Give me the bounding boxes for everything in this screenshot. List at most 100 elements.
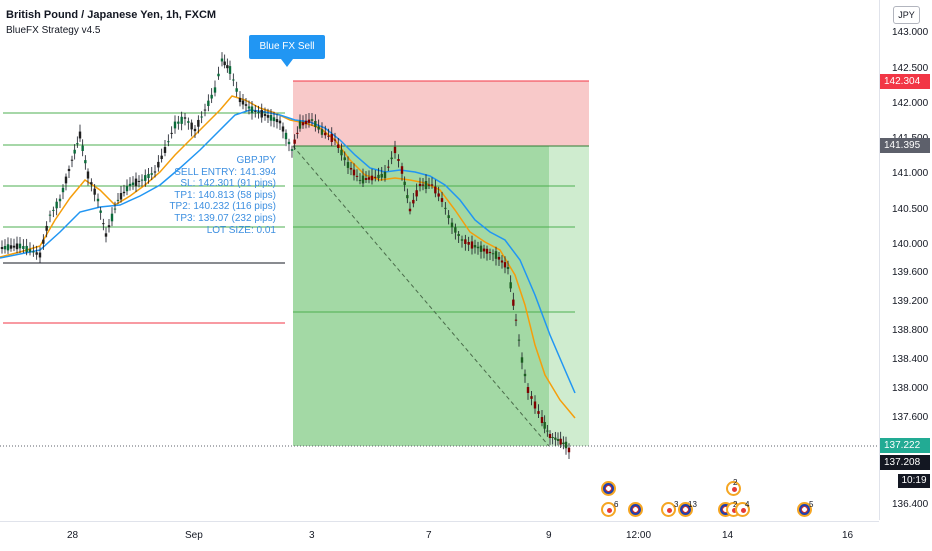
candle-body: [415, 190, 418, 197]
candle-body: [523, 373, 527, 377]
uk-flag-event-icon[interactable]: [601, 481, 616, 496]
candle-body: [314, 120, 317, 128]
time-tick: 12:00: [626, 530, 652, 541]
candlestick-series: [0, 52, 571, 459]
candle-body: [213, 87, 217, 93]
price-tick: 138.400: [892, 354, 929, 365]
uk-flag-event-icon[interactable]: [797, 502, 812, 517]
event-count: 5: [809, 500, 814, 509]
candle-body: [200, 116, 203, 118]
candle-body: [153, 171, 157, 173]
sell-signal-tag: Blue FX Sell: [249, 35, 325, 67]
candle-body: [476, 246, 480, 249]
candle-body: [526, 387, 530, 393]
candle-body: [45, 225, 48, 231]
candle-body: [210, 94, 213, 99]
price-tick: 142.500: [892, 63, 929, 74]
candle-body: [272, 117, 276, 122]
candle-body: [284, 132, 288, 140]
candle-body: [35, 252, 38, 255]
candle-body: [421, 184, 425, 186]
candle-body: [48, 214, 52, 216]
candle-body: [150, 173, 153, 175]
candle-body: [18, 243, 22, 249]
candle-body: [170, 132, 173, 134]
candle-body: [278, 120, 282, 124]
price-tick: 140.000: [892, 239, 929, 250]
candle-body: [207, 100, 210, 106]
candle-body: [482, 248, 486, 252]
candle-body: [38, 252, 42, 258]
candle-body: [320, 129, 324, 135]
candle-body: [125, 186, 129, 192]
price-tick: 140.500: [892, 204, 929, 215]
price-tick: 138.000: [892, 383, 929, 394]
candle-body: [412, 199, 415, 204]
price-tick: 141.000: [892, 168, 929, 179]
candle-body: [9, 245, 13, 249]
candle-body: [96, 198, 100, 202]
candle-body: [217, 73, 220, 77]
candle-body: [361, 175, 365, 184]
time-tick: 16: [842, 530, 854, 541]
candle-body: [263, 114, 267, 116]
candle-body: [460, 239, 464, 241]
event-dot-icon[interactable]: [735, 502, 750, 517]
candle-body: [173, 121, 177, 129]
candle-body: [551, 437, 554, 439]
candle-body: [434, 186, 437, 194]
candle-body: [137, 180, 141, 182]
event-dot-icon[interactable]: [601, 502, 616, 517]
candle-body: [78, 131, 82, 139]
time-tick: 14: [722, 530, 734, 541]
candle-body: [397, 159, 400, 161]
event-dot-icon[interactable]: [661, 502, 676, 517]
indicator-name[interactable]: BlueFX Strategy v4.5: [6, 25, 101, 36]
candle-body: [479, 245, 483, 252]
candle-body: [287, 141, 291, 145]
candle-body: [140, 179, 144, 181]
candle-body: [440, 198, 444, 202]
candle-body: [349, 167, 353, 170]
trade-lot: LOT SIZE: 0.01: [206, 224, 276, 236]
candle-body: [266, 115, 270, 118]
uk-flag-event-icon[interactable]: [678, 502, 693, 517]
candle-body: [514, 319, 518, 321]
time-tick: 9: [546, 530, 552, 541]
currency-button[interactable]: JPY: [893, 6, 920, 24]
candle-body: [187, 121, 190, 123]
candle-body: [559, 438, 562, 445]
candle-body: [488, 251, 492, 254]
candle-body: [301, 122, 305, 126]
candle-body: [254, 110, 257, 112]
candle-body: [554, 437, 557, 440]
candle-body: [163, 147, 167, 153]
candle-body: [275, 119, 279, 123]
candle-body: [90, 182, 93, 185]
candle-body: [340, 149, 343, 156]
candle-body: [64, 176, 68, 184]
trade-tp2: TP2: 140.232 (116 pips): [169, 201, 276, 213]
candle-body: [317, 126, 320, 130]
candle-body: [102, 223, 105, 225]
candle-body: [408, 208, 412, 212]
candle-body: [333, 139, 337, 141]
time-axis[interactable]: [0, 521, 879, 551]
event-dot-icon[interactable]: [726, 481, 741, 496]
price-tick: 136.400: [892, 499, 929, 510]
candle-body: [567, 447, 571, 453]
candle-body: [548, 433, 552, 439]
candle-body: [131, 182, 135, 185]
candle-body: [107, 225, 111, 228]
candle-body: [93, 188, 96, 195]
candle-body: [247, 106, 251, 109]
price-tick: 139.200: [892, 296, 929, 307]
candle-body: [122, 191, 126, 194]
candle-body: [25, 245, 28, 253]
price-tick: 137.600: [892, 412, 929, 423]
uk-flag-event-icon[interactable]: [628, 502, 643, 517]
candle-body: [226, 65, 229, 69]
candle-body: [537, 411, 540, 414]
candle-body: [364, 178, 368, 180]
